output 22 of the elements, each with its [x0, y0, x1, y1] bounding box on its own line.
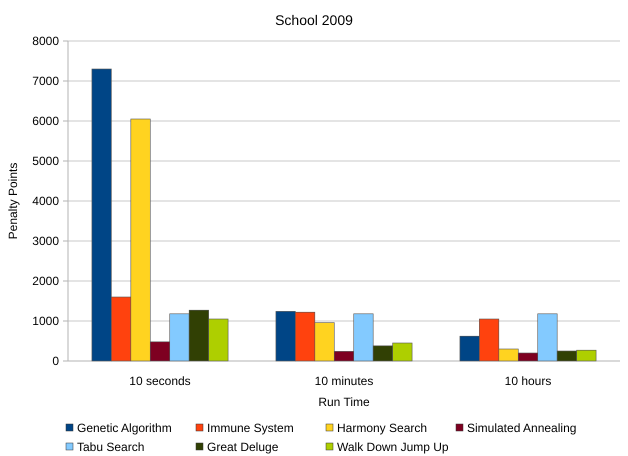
y-axis-title: Penalty Points [6, 162, 20, 240]
y-tick-label: 4000 [32, 194, 60, 208]
x-tick-label: 10 seconds [129, 374, 191, 388]
legend-label: Immune System [207, 421, 294, 436]
y-tick-label: 7000 [32, 74, 60, 88]
y-tick-label: 2000 [32, 274, 60, 288]
y-tick-label: 1000 [32, 314, 60, 328]
legend-label: Great Deluge [207, 440, 279, 454]
x-tick-label: 10 minutes [314, 374, 374, 388]
y-tick-label: 6000 [32, 114, 60, 128]
x-axis-title: Run Time [318, 395, 370, 409]
legend-label: Simulated Annealing [467, 421, 576, 436]
legend-label: Genetic Algorithm [77, 421, 172, 436]
y-tick-label: 5000 [32, 154, 60, 168]
legend-label: Harmony Search [337, 421, 428, 436]
legend-label: Walk Down Jump Up [337, 440, 449, 454]
y-tick-label: 3000 [32, 234, 60, 248]
legend-label: Tabu Search [77, 440, 144, 454]
y-tick-label: 0 [52, 354, 60, 368]
y-tick-label: 8000 [32, 34, 60, 48]
x-tick-label: 10 hours [504, 374, 552, 388]
chart-title: School 2009 [275, 12, 354, 28]
